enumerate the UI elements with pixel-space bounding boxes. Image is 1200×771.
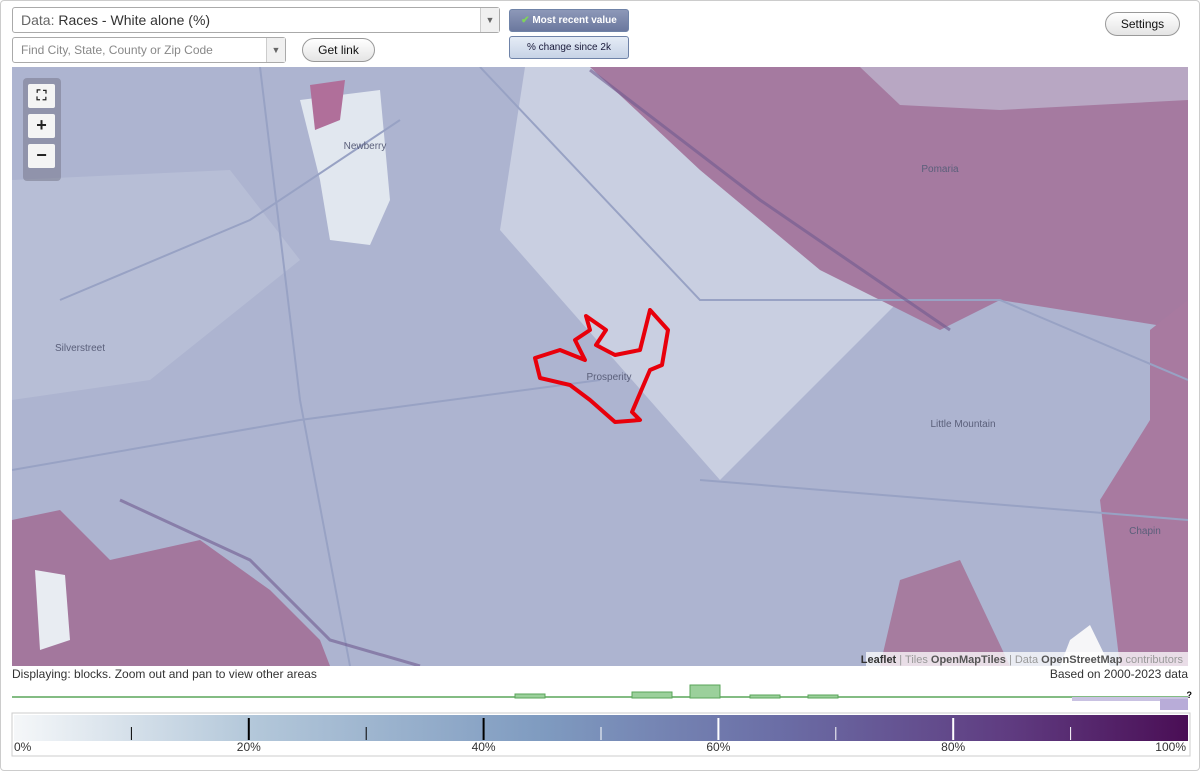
check-icon: ✔ — [521, 15, 530, 26]
legend-label: 80% — [941, 740, 965, 754]
dropdown-arrow: ▼ — [266, 38, 285, 62]
place-label: Chapin — [1129, 526, 1161, 537]
place-label: Prosperity — [586, 372, 631, 383]
mode-label: Most recent value — [532, 15, 617, 26]
attribution-part: | Data — [1009, 654, 1039, 666]
attribution: Leaflet | Tiles OpenMapTiles | Data Open… — [861, 654, 1184, 666]
fullscreen-button[interactable]: ⛶ — [28, 84, 55, 108]
based-on-text: Based on 2000-2023 data — [1049, 667, 1188, 681]
attribution-part: contributors — [1126, 654, 1184, 666]
area — [300, 90, 390, 245]
legend-label: 20% — [237, 740, 261, 754]
zoom-out-button[interactable]: − — [28, 144, 55, 168]
map[interactable]: Newberry Pomaria Silverstreet Prosperity Lit… — [12, 67, 1188, 666]
place-label: Silverstreet — [55, 343, 105, 354]
mode-button-active[interactable]: ✔ Most recent value — [509, 9, 629, 32]
settings-button[interactable]: Settings — [1105, 12, 1180, 36]
data-value: Races - White alone (%) — [58, 12, 211, 28]
data-label: Data: — [21, 12, 55, 28]
selected-place-outline[interactable] — [533, 308, 670, 424]
legend-label: 40% — [472, 740, 496, 754]
legend-label: 0% — [14, 740, 32, 754]
get-link-button[interactable]: Get link — [302, 38, 375, 62]
attribution-part: OpenMapTiles — [931, 654, 1006, 666]
search-placeholder: Find City, State, County or Zip Code — [21, 43, 213, 57]
attribution-bg — [866, 652, 1188, 666]
attribution-part: | Tiles — [899, 654, 928, 666]
attribution-part: Leaflet — [861, 654, 897, 666]
place-label: Little Mountain — [930, 419, 995, 430]
attribution-part: OpenStreetMap — [1041, 654, 1123, 666]
unknown-label: ? — [1187, 690, 1193, 700]
area — [35, 570, 70, 650]
mode-button[interactable]: % change since 2k — [509, 36, 629, 59]
histogram — [12, 684, 1188, 710]
river — [119, 68, 951, 666]
legend-label: 60% — [706, 740, 730, 754]
data-select[interactable]: Data: Races - White alone (%) ▼ — [12, 7, 500, 33]
area — [12, 510, 330, 666]
area — [880, 560, 1010, 666]
place-label: Pomaria — [921, 164, 959, 175]
road — [12, 67, 1188, 666]
legend-label: 100% — [1155, 740, 1186, 754]
zoom-in-button[interactable]: + — [28, 114, 55, 138]
area — [1100, 300, 1188, 666]
area — [12, 170, 300, 400]
area — [310, 80, 345, 130]
area — [860, 67, 1188, 110]
search-box[interactable]: Find City, State, County or Zip Code ▼ — [12, 37, 286, 63]
area — [590, 67, 1188, 330]
place-label: Newberry — [344, 141, 387, 152]
displaying-text: Displaying: blocks. Zoom out and pan to … — [12, 667, 317, 681]
dropdown-arrow: ▼ — [480, 8, 499, 32]
